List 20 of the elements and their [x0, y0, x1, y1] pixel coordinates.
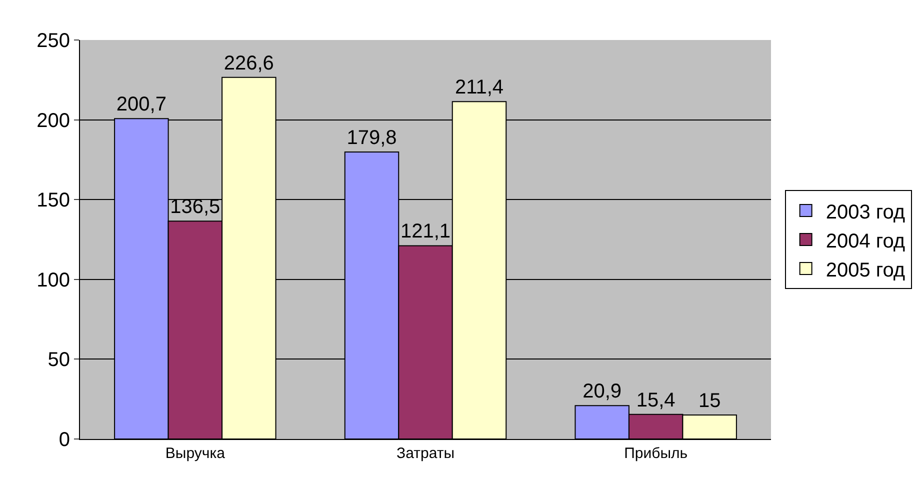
legend-label: 2003 год: [826, 201, 906, 224]
data-label: 15: [698, 390, 721, 412]
data-label: 211,4: [454, 76, 504, 99]
legend-label: 2005 год: [826, 259, 906, 282]
y-tick-label: 0: [58, 429, 70, 451]
y-tick-label: 50: [48, 349, 70, 372]
data-label: 179,8: [346, 127, 397, 150]
data-label: 121,1: [400, 220, 451, 243]
data-label: 20,9: [582, 380, 622, 403]
data-label: 226,6: [224, 52, 274, 74]
y-tick-label: 250: [36, 30, 70, 52]
x-tick-label: Затраты: [396, 445, 454, 462]
y-tick-label: 100: [36, 269, 70, 292]
legend-label: 2004 год: [826, 230, 906, 252]
data-label: 15,4: [636, 389, 676, 412]
data-label: 200,7: [116, 94, 166, 116]
x-tick-label: Прибыль: [624, 445, 688, 462]
x-tick-label: Выручка: [165, 445, 226, 462]
y-tick-label: 150: [36, 190, 70, 212]
y-tick-label: 200: [36, 110, 70, 132]
